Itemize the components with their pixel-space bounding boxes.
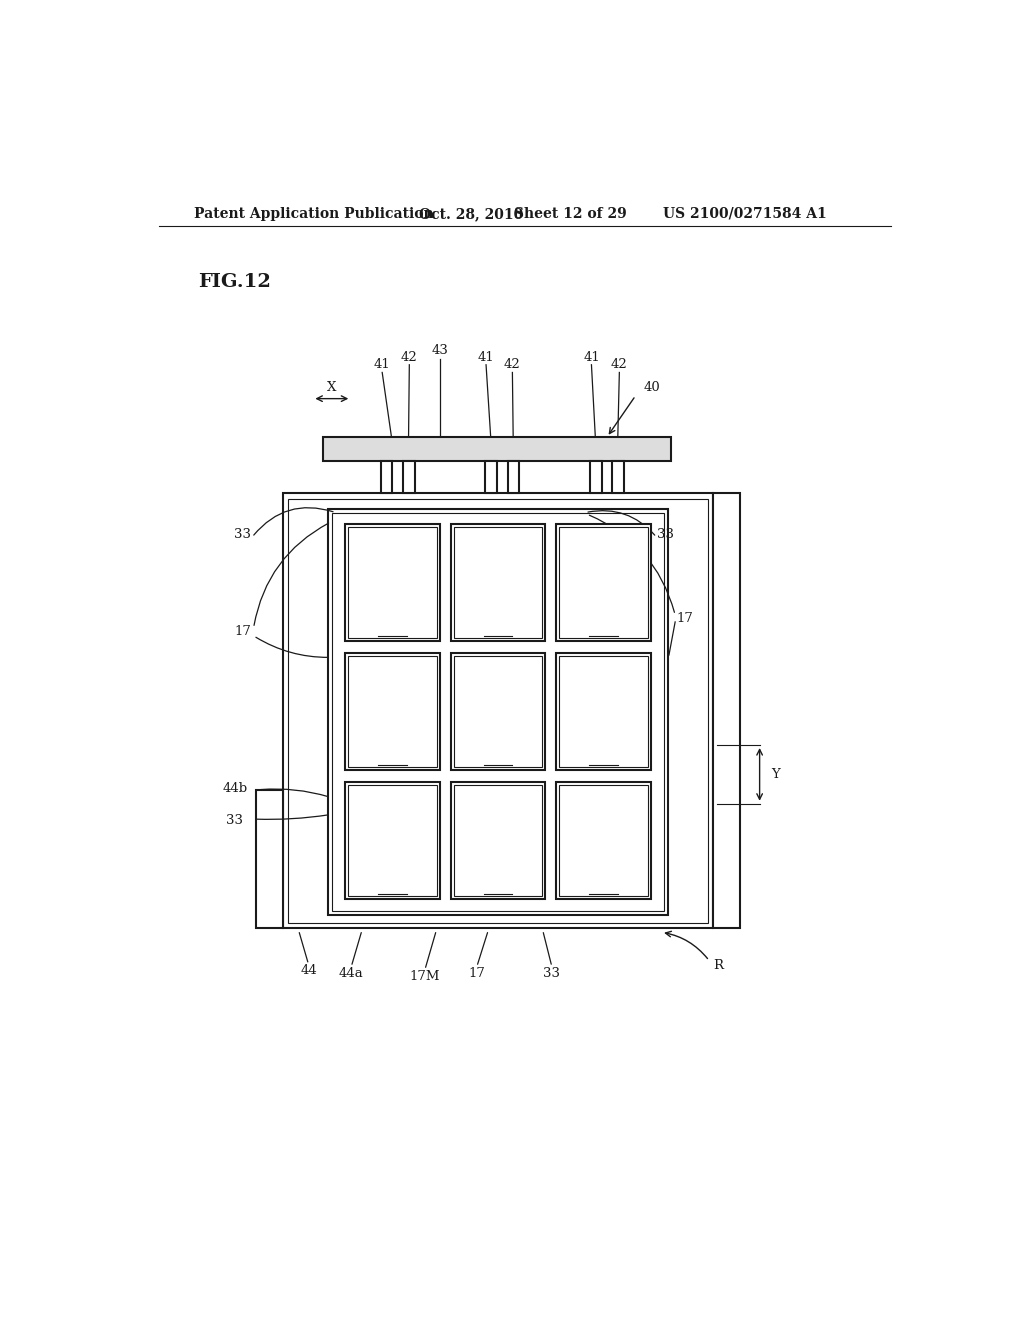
Text: 17: 17 — [468, 966, 485, 979]
Bar — [508, 461, 519, 494]
Text: FIG.12: FIG.12 — [198, 273, 270, 290]
Text: 33: 33 — [544, 966, 560, 979]
Bar — [348, 785, 436, 896]
Text: 40: 40 — [643, 381, 660, 395]
Text: R: R — [714, 958, 724, 972]
Bar — [328, 508, 669, 915]
Text: Y: Y — [771, 768, 779, 781]
Bar — [556, 524, 651, 642]
Bar — [324, 437, 671, 461]
Bar — [345, 783, 440, 899]
Bar — [713, 494, 740, 928]
Bar — [283, 494, 713, 928]
Bar — [612, 461, 624, 494]
Text: 41: 41 — [374, 358, 390, 371]
Text: 17: 17 — [676, 612, 693, 626]
Bar — [381, 461, 392, 494]
Bar — [348, 527, 436, 638]
Bar — [590, 461, 601, 494]
Text: 42: 42 — [401, 351, 418, 363]
Text: 41: 41 — [477, 351, 495, 363]
Bar — [451, 524, 546, 642]
Text: 42: 42 — [504, 358, 521, 371]
Text: Patent Application Publication: Patent Application Publication — [194, 207, 433, 220]
Bar — [454, 656, 543, 767]
Bar — [559, 785, 648, 896]
Bar — [256, 789, 283, 928]
Text: 43: 43 — [432, 345, 449, 358]
Bar — [556, 653, 651, 770]
Text: 17: 17 — [234, 626, 251, 639]
Bar — [485, 461, 497, 494]
Text: Sheet 12 of 29: Sheet 12 of 29 — [514, 207, 627, 220]
Bar — [348, 656, 436, 767]
Text: 44b: 44b — [222, 781, 248, 795]
Bar — [332, 512, 665, 911]
Bar — [345, 524, 440, 642]
Bar — [289, 499, 708, 923]
Bar — [454, 527, 543, 638]
Text: Oct. 28, 2010: Oct. 28, 2010 — [419, 207, 523, 220]
Bar — [559, 527, 648, 638]
Text: X: X — [327, 381, 337, 395]
Bar — [454, 785, 543, 896]
Text: 44a: 44a — [339, 966, 364, 979]
Bar — [451, 783, 546, 899]
Text: 33: 33 — [234, 528, 251, 541]
Bar — [403, 461, 415, 494]
Text: 41: 41 — [583, 351, 600, 363]
Text: 33: 33 — [226, 814, 244, 828]
Bar — [451, 653, 546, 770]
Text: 33: 33 — [656, 528, 674, 541]
Text: 17M: 17M — [410, 970, 440, 982]
Text: US 2100/0271584 A1: US 2100/0271584 A1 — [663, 207, 826, 220]
Text: 42: 42 — [611, 358, 628, 371]
Text: 44: 44 — [300, 964, 317, 977]
Bar — [345, 653, 440, 770]
Bar — [559, 656, 648, 767]
Bar — [556, 783, 651, 899]
